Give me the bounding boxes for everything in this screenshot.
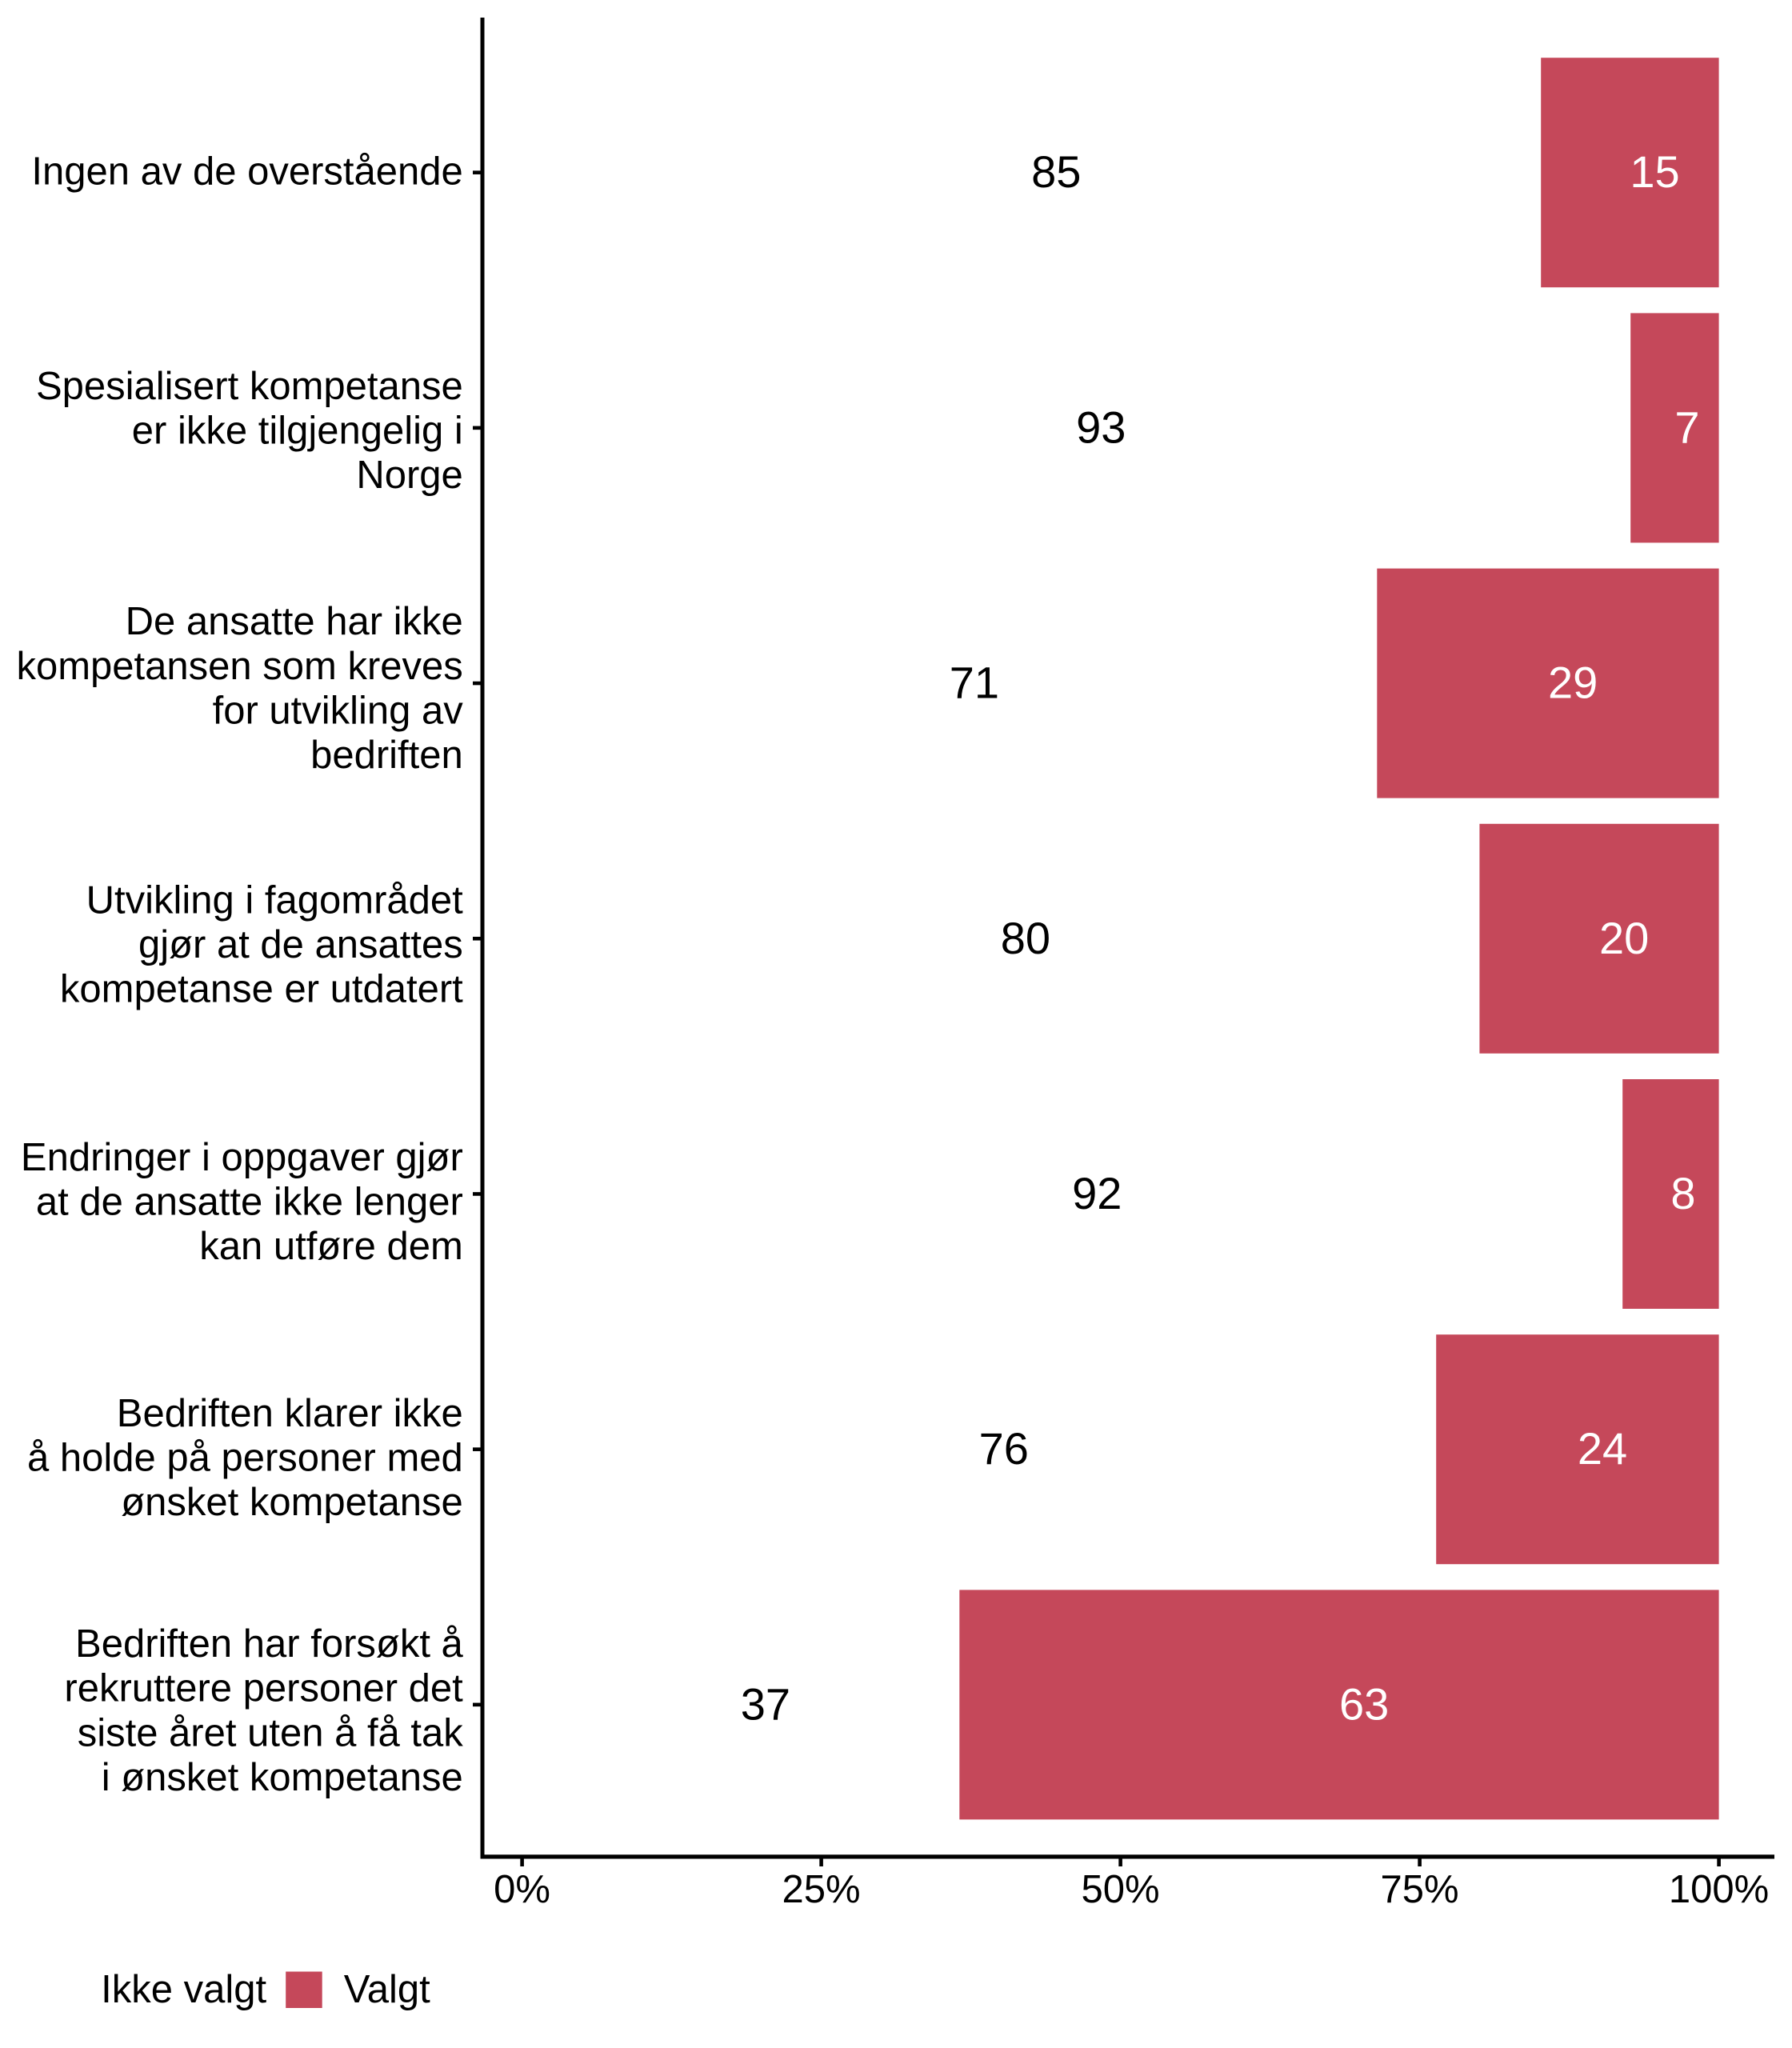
svg-text:25%: 25% <box>782 1868 861 1911</box>
svg-text:63: 63 <box>1339 1678 1389 1729</box>
svg-text:20: 20 <box>1599 913 1649 963</box>
svg-text:7: 7 <box>1674 402 1699 452</box>
svg-text:8: 8 <box>1670 1168 1695 1218</box>
svg-text:Valgt: Valgt <box>344 1968 430 2011</box>
svg-text:Ikke valgt: Ikke valgt <box>101 1968 266 2011</box>
svg-text:24: 24 <box>1578 1423 1627 1474</box>
svg-text:85: 85 <box>1031 146 1081 197</box>
svg-text:100%: 100% <box>1669 1868 1769 1911</box>
svg-text:93: 93 <box>1076 402 1126 452</box>
svg-text:0%: 0% <box>494 1868 550 1911</box>
svg-text:76: 76 <box>979 1423 1029 1474</box>
svg-text:37: 37 <box>741 1678 790 1729</box>
svg-text:75%: 75% <box>1381 1868 1459 1911</box>
svg-text:71: 71 <box>950 658 999 708</box>
svg-text:Ingen av de overstående: Ingen av de overstående <box>31 150 462 193</box>
svg-text:50%: 50% <box>1082 1868 1160 1911</box>
svg-text:15: 15 <box>1630 146 1679 197</box>
svg-text:29: 29 <box>1548 658 1598 708</box>
svg-text:92: 92 <box>1072 1168 1122 1218</box>
svg-text:80: 80 <box>1001 913 1050 963</box>
